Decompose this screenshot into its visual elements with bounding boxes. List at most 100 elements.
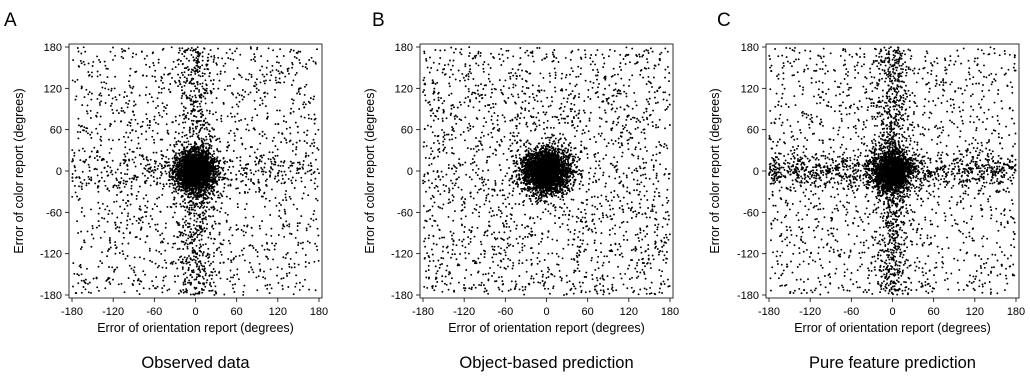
scatter-point: [223, 186, 226, 189]
scatter-point: [124, 159, 127, 162]
scatter-point: [99, 115, 102, 118]
scatter-point: [206, 223, 209, 226]
scatter-point: [201, 268, 204, 271]
scatter-point: [206, 202, 209, 205]
scatter-point: [161, 115, 164, 118]
scatter-point: [316, 168, 319, 171]
scatter-point: [199, 96, 201, 99]
scatter-point: [209, 231, 211, 234]
scatter-point: [183, 134, 186, 137]
scatter-point: [142, 287, 145, 290]
scatter-point: [148, 66, 151, 68]
scatter-point: [199, 160, 202, 163]
scatter-point: [263, 95, 266, 98]
scatter-point: [135, 194, 138, 197]
scatter-point: [205, 206, 208, 209]
scatter-point: [171, 121, 174, 124]
scatter-point: [248, 72, 251, 75]
scatter-point: [236, 92, 239, 95]
scatter-point: [197, 292, 200, 295]
scatter-point: [295, 251, 298, 254]
scatter-point: [141, 120, 144, 123]
scatter-point: [204, 183, 207, 186]
scatter-point: [181, 131, 184, 134]
scatter-point: [244, 147, 247, 150]
scatter-point: [263, 166, 266, 169]
scatter-point: [284, 193, 287, 196]
scatter-point: [196, 87, 199, 90]
scatter-point: [186, 157, 189, 160]
scatter-point: [100, 94, 103, 97]
scatter-point: [154, 80, 157, 83]
scatter-point: [216, 138, 219, 141]
scatter-point: [174, 131, 177, 134]
scatter-point: [168, 179, 171, 181]
scatter-point: [230, 259, 232, 262]
scatter-point: [107, 278, 110, 281]
scatter-point: [299, 62, 301, 64]
scatter-point: [244, 166, 247, 169]
scatter-point: [302, 192, 305, 195]
scatter-point: [184, 283, 187, 286]
scatter-point: [266, 115, 269, 118]
scatter-point: [86, 104, 89, 107]
scatter-point: [129, 122, 132, 125]
scatter-point: [91, 75, 93, 78]
scatter-point: [183, 67, 186, 70]
scatter-point: [300, 115, 303, 118]
scatter-point: [108, 138, 110, 141]
scatter-point: [202, 289, 205, 291]
scatter-point: [139, 147, 142, 150]
scatter-point: [190, 181, 193, 184]
scatter-point: [172, 260, 175, 263]
scatter-point: [134, 156, 137, 159]
scatter-point: [149, 214, 152, 217]
scatter-point: [73, 164, 76, 167]
scatter-point: [252, 181, 254, 184]
scatter-point: [171, 171, 174, 174]
scatter-point: [209, 170, 212, 172]
scatter-point: [261, 130, 264, 133]
scatter-point: [226, 278, 229, 281]
scatter-point: [106, 205, 109, 208]
scatter-point: [200, 150, 203, 153]
scatter-point: [162, 183, 165, 186]
scatter-point: [267, 157, 270, 160]
scatter-point: [228, 228, 231, 231]
scatter-point: [182, 283, 185, 286]
scatter-point: [200, 225, 203, 228]
scatter-point: [285, 199, 288, 202]
scatter-point: [152, 62, 155, 64]
scatter-point: [230, 261, 233, 264]
scatter-point: [195, 153, 198, 155]
scatter-point: [160, 150, 163, 153]
scatter-point: [241, 98, 244, 101]
scatter-point: [258, 188, 261, 191]
scatter-point: [256, 255, 259, 258]
scatter-point: [155, 106, 157, 109]
scatter-point: [144, 273, 146, 276]
scatter-point: [259, 142, 262, 145]
scatter-point: [237, 228, 240, 230]
scatter-point: [138, 256, 141, 259]
scatter-point: [208, 162, 211, 165]
scatter-point: [87, 182, 90, 185]
scatter-point: [79, 125, 82, 128]
scatter-point: [192, 240, 195, 243]
scatter-point: [176, 59, 179, 62]
scatter-point: [277, 81, 280, 84]
scatter-point: [113, 270, 116, 273]
scatter-point: [277, 131, 280, 134]
scatter-point: [234, 283, 237, 286]
scatter-point: [208, 264, 211, 267]
scatter-point: [250, 76, 253, 78]
scatter-point: [185, 146, 188, 149]
scatter-point: [117, 184, 120, 187]
scatter-point: [123, 96, 126, 99]
scatter-point: [241, 143, 244, 146]
scatter-point: [149, 225, 152, 228]
scatter-point: [90, 131, 93, 134]
scatter-point: [186, 112, 189, 114]
scatter-point: [218, 162, 220, 165]
scatter-point: [119, 162, 122, 165]
